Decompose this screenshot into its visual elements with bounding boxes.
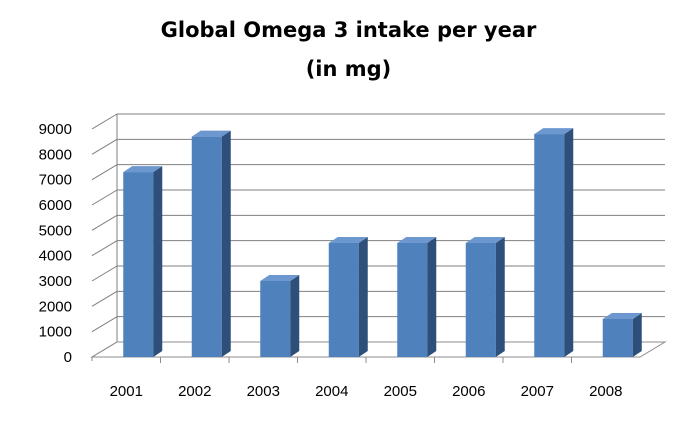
x-tick-label-2004: 2004 (315, 383, 348, 400)
y-tick-label-6000: 6000 (39, 197, 72, 214)
bar-top-2008 (602, 313, 642, 319)
bar-side-2003 (290, 275, 300, 357)
y-tick-label-4000: 4000 (39, 248, 72, 265)
bar-top-2004 (328, 237, 368, 243)
gridlines (90, 113, 667, 361)
bar-2003 (260, 275, 300, 357)
y-tick-label-1000: 1000 (39, 324, 72, 341)
bars (123, 128, 642, 357)
chart-title-line-1: Global Omega 3 intake per year (160, 18, 537, 42)
gridline-depth-4000 (91, 240, 118, 257)
bar-front-2005 (397, 243, 428, 357)
bar-top-2003 (260, 275, 300, 281)
y-tick-label-2000: 2000 (39, 298, 72, 315)
bar-side-2004 (358, 237, 368, 357)
bar-2001 (123, 166, 163, 357)
x-tick-label-2008: 2008 (589, 383, 622, 400)
bar-front-2001 (123, 172, 154, 357)
x-tick-label-2001: 2001 (110, 383, 143, 400)
bar-side-2008 (632, 313, 642, 357)
gridline-depth-3000 (91, 265, 118, 282)
bar-top-2007 (534, 128, 574, 135)
chart-floor (90, 341, 667, 358)
bar-2004 (328, 237, 368, 357)
bar-front-2007 (534, 134, 565, 357)
bar-top-2005 (397, 237, 437, 243)
gridline-depth-6000 (91, 189, 118, 206)
gridline-depth-5000 (91, 214, 118, 231)
bar-2005 (397, 237, 437, 357)
y-tick-label-5000: 5000 (39, 222, 72, 239)
bar-top-2002 (191, 130, 231, 137)
chart-title-line-2: (in mg) (305, 57, 392, 81)
x-tick-label-2002: 2002 (178, 383, 211, 400)
gridline-depth-7000 (91, 164, 118, 181)
x-tick-label-2005: 2005 (384, 383, 417, 400)
bar-2006 (465, 237, 505, 357)
bar-side-2007 (564, 128, 574, 357)
bar-top-2006 (465, 237, 505, 243)
bar-front-2008 (602, 319, 633, 357)
bar-2002 (191, 130, 231, 357)
x-tick-label-2007: 2007 (521, 383, 554, 400)
y-tick-label-0: 0 (64, 349, 72, 366)
bar-side-2006 (495, 237, 505, 357)
y-tick-label-8000: 8000 (39, 146, 72, 163)
bar-front-2006 (465, 243, 496, 357)
bar-side-2005 (427, 237, 437, 357)
gridline-depth-9000 (91, 113, 118, 130)
x-tick-label-2003: 2003 (247, 383, 280, 400)
gridline-depth-8000 (91, 138, 118, 155)
bar-front-2003 (260, 281, 291, 357)
y-tick-label-7000: 7000 (39, 172, 72, 189)
x-axis-tick-labels: 2001 2002 2003 2004 2005 2006 2007 2008 (110, 357, 622, 400)
y-tick-label-3000: 3000 (39, 273, 72, 290)
bar-top-2001 (123, 166, 163, 173)
bar-side-2002 (221, 130, 231, 357)
bar-2007 (534, 128, 574, 357)
y-tick-label-9000: 9000 (39, 121, 72, 138)
bar-front-2002 (191, 136, 222, 357)
x-tick-label-2006: 2006 (452, 383, 485, 400)
bar-front-2004 (328, 243, 359, 357)
bar-side-2001 (153, 166, 163, 357)
gridline-depth-2000 (91, 290, 118, 307)
y-axis-tick-labels: 0 1000 2000 3000 4000 5000 6000 7000 8000 9000 (39, 121, 72, 366)
gridline-depth-1000 (91, 316, 118, 333)
bar-2008 (602, 313, 642, 357)
